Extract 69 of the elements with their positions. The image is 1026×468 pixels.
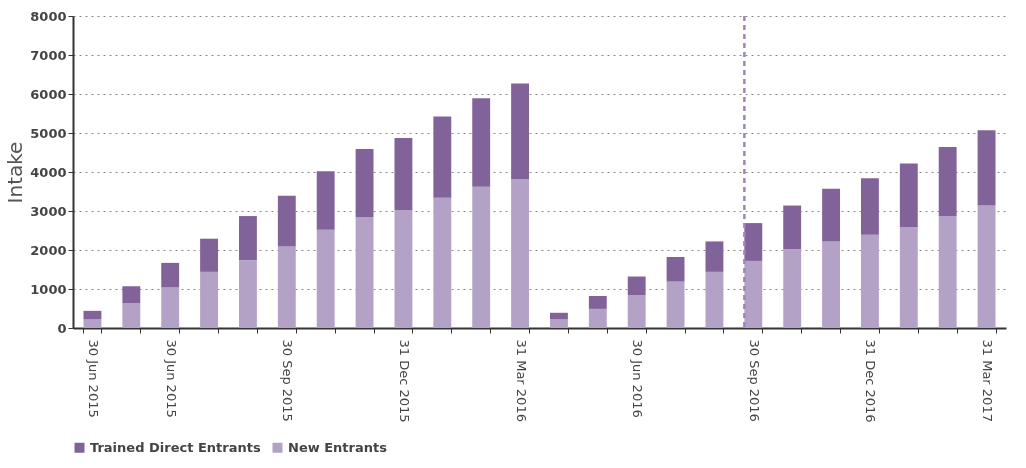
bar	[316, 229, 335, 328]
bar	[239, 260, 257, 328]
y-axis-title: Intake	[3, 141, 28, 204]
bar	[433, 116, 452, 198]
bar	[899, 163, 918, 227]
x-tick-label: 30 Sep 2016	[746, 339, 762, 422]
bar	[550, 319, 568, 328]
bar	[161, 287, 180, 328]
bar	[122, 286, 141, 304]
bar	[899, 226, 918, 328]
bar	[744, 260, 763, 328]
bar	[627, 276, 646, 296]
bar	[472, 98, 491, 187]
x-tick-label: 30 Jun 2015	[85, 339, 101, 418]
bar	[277, 246, 296, 328]
x-tick-label: 31 Dec 2015	[396, 339, 412, 423]
bar	[239, 216, 257, 261]
bar	[666, 281, 685, 328]
legend-label: Trained Direct Entrants	[90, 439, 261, 455]
bar	[394, 138, 413, 211]
bar	[666, 257, 685, 282]
bar	[822, 188, 840, 242]
bar	[161, 262, 180, 288]
bar	[83, 319, 102, 328]
bar	[122, 303, 141, 328]
bar	[744, 223, 763, 261]
bar	[783, 249, 802, 328]
bar	[394, 210, 413, 328]
bar	[705, 241, 724, 272]
y-tick-label: 7000	[30, 47, 67, 63]
y-tick-label: 0	[57, 320, 67, 336]
bar	[511, 83, 529, 180]
bar	[783, 205, 802, 250]
bar	[861, 234, 879, 328]
bar	[977, 205, 996, 328]
x-tick-label: 31 Mar 2017	[980, 339, 996, 422]
bar	[200, 238, 218, 272]
bar	[627, 295, 646, 328]
x-tick-label: 31 Dec 2016	[863, 339, 879, 423]
bar	[277, 195, 296, 247]
y-tick-label: 2000	[30, 242, 67, 258]
x-tick-label: 30 Jun 2016	[630, 339, 646, 418]
bar	[588, 308, 607, 328]
x-tick-label: 30 Sep 2015	[280, 339, 296, 422]
bar	[355, 148, 374, 218]
bar	[938, 216, 957, 328]
y-tick-label: 8000	[30, 8, 67, 24]
y-tick-label: 1000	[30, 281, 67, 297]
bar	[200, 271, 218, 328]
x-tick-label: 30 Jun 2015	[163, 339, 179, 418]
bar	[511, 179, 529, 328]
bar	[977, 130, 996, 206]
y-tick-label: 3000	[30, 203, 67, 219]
bar	[550, 312, 568, 320]
y-tick-label: 5000	[30, 125, 67, 141]
bar	[938, 147, 957, 217]
bar	[861, 178, 879, 235]
legend-label: New Entrants	[288, 439, 388, 455]
bar	[705, 271, 724, 328]
x-tick-label: 31 Mar 2016	[513, 339, 529, 422]
y-tick-label: 6000	[30, 86, 67, 102]
bar	[472, 186, 491, 328]
bar	[433, 197, 452, 328]
bar	[355, 217, 374, 328]
bar	[316, 171, 335, 230]
y-tick-label: 4000	[30, 164, 67, 180]
bar	[83, 310, 102, 320]
bar	[822, 241, 840, 328]
bar	[588, 296, 607, 309]
